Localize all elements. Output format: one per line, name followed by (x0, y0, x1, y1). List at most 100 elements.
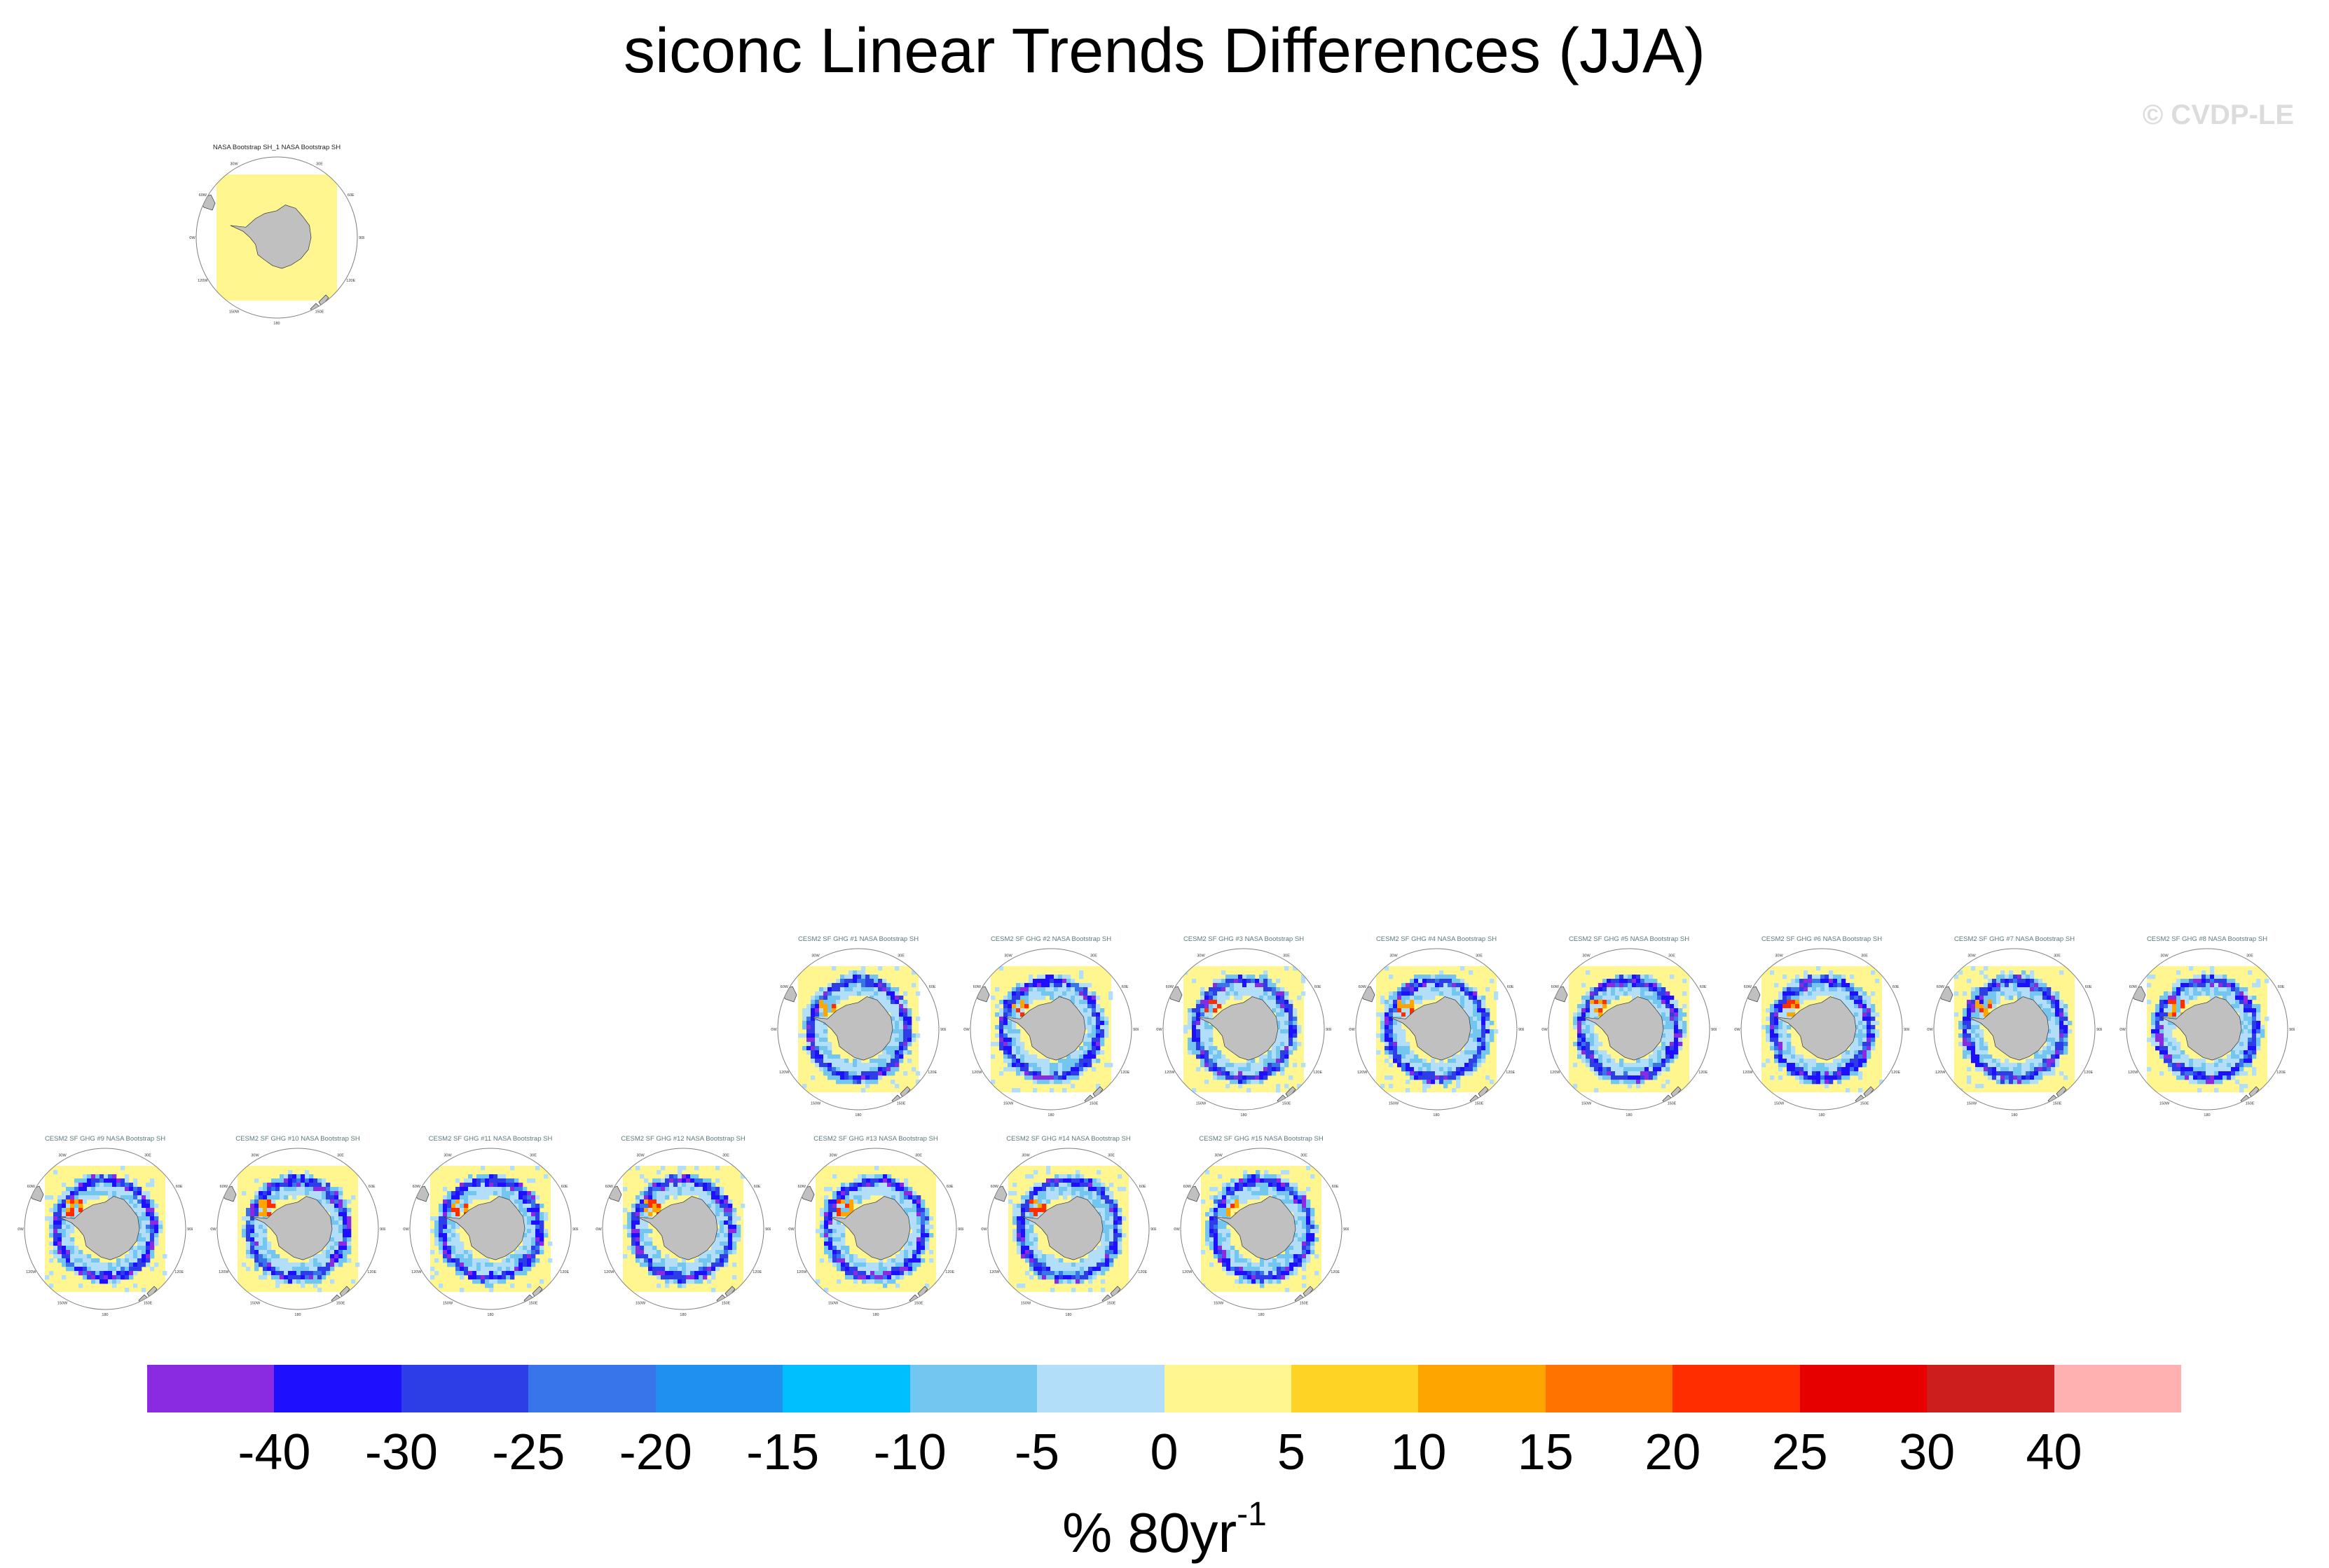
field-cell (2244, 1021, 2248, 1026)
field-cell (1204, 1063, 1209, 1068)
field-cell (865, 1084, 870, 1089)
field-cell (1414, 1063, 1419, 1068)
field-cell (1958, 1021, 1963, 1026)
field-cell (514, 1271, 519, 1276)
field-cell (844, 1080, 849, 1085)
field-cell (1456, 1067, 1461, 1072)
field-cell (2180, 979, 2185, 984)
field-cell (1820, 1075, 1825, 1080)
field-cell (1858, 991, 1863, 996)
field-cell (1774, 1012, 1779, 1017)
field-cell (2034, 987, 2039, 992)
field-cell (1008, 1012, 1012, 1017)
field-cell (259, 1275, 263, 1280)
field-cell (1221, 1063, 1226, 1068)
field-cell (2218, 991, 2223, 996)
field-cell (711, 1263, 716, 1267)
field-cell (903, 1038, 908, 1043)
field-cell (275, 1183, 280, 1188)
field-cell (891, 1029, 895, 1034)
field-cell (74, 1254, 79, 1259)
field-cell (275, 1267, 280, 1272)
field-cell (53, 1212, 58, 1217)
field-cell (1280, 1046, 1285, 1051)
field-cell (1406, 1054, 1410, 1059)
field-cell (254, 1233, 259, 1238)
field-cell (2164, 1004, 2169, 1009)
field-cell (1607, 983, 1612, 988)
field-cell (1581, 1033, 1586, 1038)
field-cell (815, 1021, 820, 1026)
longitude-label: 0 (1628, 945, 1630, 947)
field-cell (317, 1187, 322, 1192)
field-cell (334, 1187, 339, 1192)
field-cell (724, 1263, 729, 1267)
field-cell (1452, 975, 1457, 979)
field-cell (104, 1275, 109, 1280)
field-cell (1263, 991, 1268, 996)
field-cell (544, 1233, 549, 1238)
field-cell (510, 1275, 515, 1280)
field-cell (1071, 1063, 1076, 1068)
field-cell (2000, 1075, 2005, 1080)
field-cell (636, 1166, 640, 1171)
field-cell (853, 1067, 858, 1072)
field-cell (1054, 975, 1059, 979)
field-cell (1632, 1071, 1637, 1076)
field-cell (74, 1187, 79, 1192)
field-cell (1301, 1063, 1306, 1068)
field-cell (903, 1025, 908, 1030)
field-cell (682, 1284, 687, 1288)
field-cell (1586, 1025, 1591, 1030)
panel-title: CESM2 SF GHG #6 NASA Bootstrap SH (1761, 935, 1883, 943)
field-cell (694, 1174, 699, 1179)
field-cell (1003, 1033, 1008, 1038)
field-cell (1778, 1000, 1783, 1005)
longitude-label: 120E (753, 1270, 762, 1274)
field-cell (87, 1191, 92, 1196)
field-cell (309, 1191, 314, 1196)
longitude-label: 150E (1475, 1102, 1484, 1106)
field-cell (527, 1267, 532, 1272)
field-cell (1833, 983, 1838, 988)
field-cell (1854, 1038, 1859, 1043)
field-cell (736, 1216, 741, 1221)
field-cell (259, 1195, 263, 1200)
field-cell (1628, 1071, 1633, 1076)
field-cell (280, 1195, 284, 1200)
field-cell (1490, 1033, 1495, 1038)
field-cell (1607, 979, 1612, 984)
field-cell (443, 1229, 448, 1234)
field-cell (1577, 1004, 1582, 1009)
field-cell (510, 1284, 515, 1288)
field-cell (464, 1178, 469, 1183)
field-cell (1770, 1012, 1775, 1017)
field-cell (116, 1258, 121, 1263)
field-cell (741, 1204, 746, 1209)
field-cell (1590, 1046, 1595, 1051)
field-cell (715, 1199, 720, 1204)
field-cell (1272, 1071, 1277, 1076)
field-cell (1665, 1063, 1670, 1068)
field-cell (2239, 1050, 2244, 1055)
field-cell (1276, 1017, 1281, 1022)
field-cell (74, 1195, 79, 1200)
map-frame (24, 1148, 186, 1310)
field-cell (460, 1250, 465, 1255)
field-cell (699, 1279, 703, 1284)
field-cell (1469, 1033, 1473, 1038)
field-cell (121, 1187, 125, 1192)
field-cell (678, 1267, 682, 1272)
field-cell (2189, 991, 2194, 996)
field-cell (2009, 1080, 2014, 1085)
field-cell (1209, 1038, 1214, 1043)
field-cell (999, 1071, 1004, 1076)
field-cell (2185, 1063, 2190, 1068)
field-cell (510, 1183, 515, 1188)
field-cell (2227, 987, 2232, 992)
field-cell (1586, 996, 1591, 1000)
field-cell (2034, 1050, 2039, 1055)
field-cell (1029, 1071, 1033, 1076)
map-frame (1548, 948, 1710, 1110)
field-cell (857, 1080, 862, 1085)
